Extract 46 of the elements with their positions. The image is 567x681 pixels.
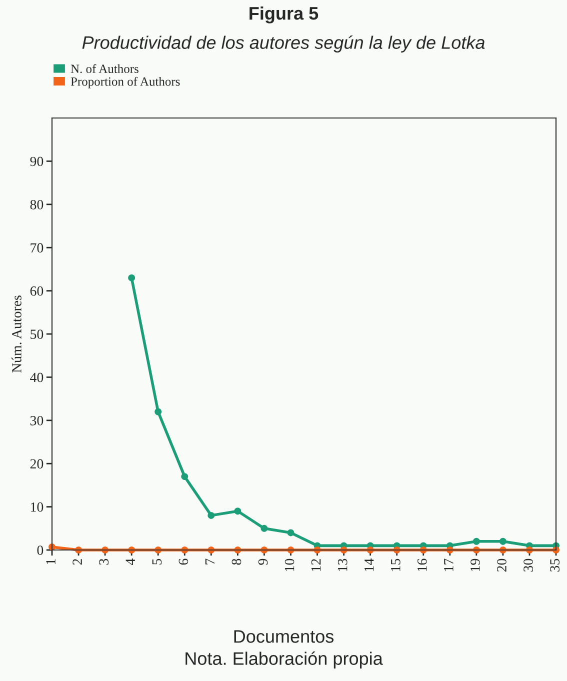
x-tick-label: 6 <box>178 558 188 565</box>
text: Nota. Elaboración propia <box>186 651 383 669</box>
x-tick-label: 9 <box>258 558 268 565</box>
x-tick-label: 4 <box>126 558 135 566</box>
chart-title: Figura 5 <box>250 6 318 24</box>
chart-subtitle: Productividad de los autores según la ley de Lotka <box>82 35 485 53</box>
x-axis-title: Documentos <box>234 630 334 643</box>
point <box>499 538 506 545</box>
y-tick-label: 90 <box>30 156 44 166</box>
x-tick-label: 7 <box>205 558 214 564</box>
x-tick-label: 2 <box>72 559 82 565</box>
point <box>208 512 215 519</box>
point <box>287 529 294 536</box>
x-tick-label: 19 <box>470 558 480 571</box>
y-tick-label: 70 <box>30 243 44 253</box>
x-tick-label: 5 <box>152 558 162 564</box>
y-tick-label: 60 <box>30 286 44 296</box>
y-tick-label: 10 <box>31 502 44 512</box>
point <box>128 274 136 282</box>
x-tick-label: 13 <box>338 558 348 571</box>
x-tick-label: 10 <box>284 558 294 571</box>
x-tick-label: 16 <box>418 558 427 571</box>
legend-label: N. of Authors <box>70 64 138 74</box>
x-tick-label: 1 <box>46 559 56 564</box>
x-tick-label: 20 <box>497 558 506 572</box>
y-tick-label: 0 <box>37 546 44 555</box>
y-tick-label: 20 <box>30 459 44 469</box>
x-tick-label: 3 <box>99 558 109 565</box>
point <box>234 508 242 515</box>
point <box>181 473 188 480</box>
x-tick-label: 14 <box>364 558 374 571</box>
legend-label: Proportion of Authors <box>70 76 180 88</box>
y-tick-label: 30 <box>30 416 44 426</box>
x-tick-label: 8 <box>232 558 242 565</box>
x-tick-label: 17 <box>444 558 454 571</box>
x-tick-label: 30 <box>524 558 533 572</box>
x-tick-label: 12 <box>311 559 321 571</box>
point <box>472 538 480 545</box>
point <box>260 524 268 532</box>
y-tick-label: 40 <box>30 372 44 382</box>
y-axis-title: Núm. Autores <box>12 296 22 373</box>
y-tick-label: 80 <box>30 200 44 210</box>
x-tick-label: 15 <box>391 558 400 571</box>
x-tick-label: 35 <box>550 558 560 572</box>
y-tick-label: 50 <box>30 330 44 339</box>
point <box>154 408 162 416</box>
